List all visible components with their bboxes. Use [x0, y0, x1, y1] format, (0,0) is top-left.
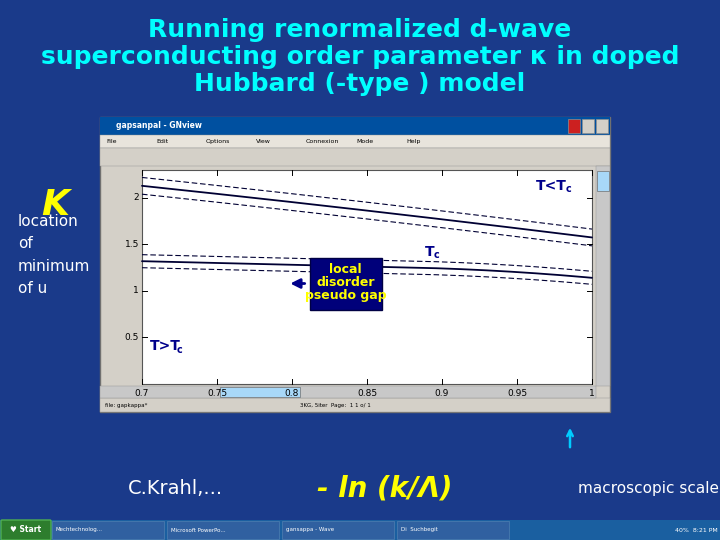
Text: pseudo gap: pseudo gap	[305, 289, 387, 302]
Text: Mode: Mode	[356, 139, 373, 144]
Bar	[397, 521, 509, 539]
Text: 0.75: 0.75	[207, 389, 227, 398]
Text: gansappa - Wave: gansappa - Wave	[286, 528, 334, 532]
Bar	[0, 520, 720, 540]
Text: C.Krahl,...: C.Krahl,...	[127, 478, 222, 497]
Text: superconducting order parameter κ in doped: superconducting order parameter κ in dop…	[41, 45, 679, 69]
Text: 1: 1	[133, 286, 139, 295]
Text: Edit: Edit	[156, 139, 168, 144]
Text: 2: 2	[133, 193, 139, 202]
Text: disorder: disorder	[316, 276, 374, 289]
Bar	[100, 117, 610, 412]
Text: T<T: T<T	[536, 179, 567, 193]
Bar	[596, 166, 610, 386]
Bar	[282, 521, 394, 539]
Text: local: local	[329, 263, 362, 276]
Text: View: View	[256, 139, 271, 144]
Bar	[597, 171, 609, 191]
Text: gapsanpal - GNview: gapsanpal - GNview	[116, 122, 202, 131]
Text: Help: Help	[406, 139, 420, 144]
Text: 40%  8:21 PM: 40% 8:21 PM	[675, 528, 718, 532]
Bar	[100, 386, 596, 398]
Text: 1.5: 1.5	[125, 240, 139, 249]
Text: file: gapkappa*: file: gapkappa*	[105, 402, 148, 408]
Text: T: T	[425, 245, 434, 259]
Text: 0.5: 0.5	[125, 333, 139, 342]
Text: K: K	[41, 188, 69, 222]
Text: ♥ Start: ♥ Start	[10, 525, 42, 535]
Text: - ln (k/Λ): - ln (k/Λ)	[318, 474, 453, 502]
Text: c: c	[433, 250, 439, 260]
Text: macroscopic scale 1 cm: macroscopic scale 1 cm	[578, 481, 720, 496]
Text: Options: Options	[206, 139, 230, 144]
Bar	[596, 119, 608, 133]
Text: Running renormalized d-wave: Running renormalized d-wave	[148, 18, 572, 42]
Text: Microsoft PowerPo...: Microsoft PowerPo...	[171, 528, 225, 532]
Text: 0.95: 0.95	[507, 389, 527, 398]
Bar	[100, 398, 610, 412]
Bar	[220, 387, 300, 397]
FancyBboxPatch shape	[1, 520, 51, 540]
Bar	[100, 117, 610, 135]
Bar	[100, 148, 610, 166]
Text: 0.85: 0.85	[357, 389, 377, 398]
Bar	[167, 521, 279, 539]
Text: c: c	[177, 345, 183, 355]
Text: c: c	[566, 184, 572, 194]
Text: location
of
minimum
of u: location of minimum of u	[18, 214, 91, 296]
Text: 1: 1	[589, 389, 595, 398]
Bar	[582, 119, 594, 133]
FancyArrowPatch shape	[293, 280, 305, 287]
Bar	[568, 119, 580, 133]
Bar	[100, 135, 610, 148]
Text: File: File	[106, 139, 117, 144]
Text: 0.8: 0.8	[285, 389, 300, 398]
Text: Connexion: Connexion	[306, 139, 339, 144]
Bar	[142, 170, 592, 384]
Text: Mechtechnolog...: Mechtechnolog...	[56, 528, 103, 532]
Text: 0.9: 0.9	[435, 389, 449, 398]
Text: 3KG, 5iter  Page:  1 1 o/ 1: 3KG, 5iter Page: 1 1 o/ 1	[300, 402, 371, 408]
Text: Hubbard (-type ) model: Hubbard (-type ) model	[194, 72, 526, 96]
Bar	[310, 258, 382, 309]
Text: T>T: T>T	[150, 339, 181, 353]
Bar	[52, 521, 164, 539]
Text: Di  Suchbegit: Di Suchbegit	[401, 528, 438, 532]
Text: 0.7: 0.7	[135, 389, 149, 398]
